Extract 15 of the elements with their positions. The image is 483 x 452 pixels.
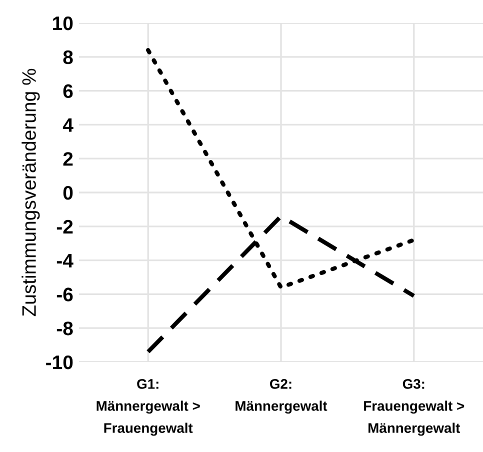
y-tick-label: 4 <box>62 118 74 132</box>
y-tick-label: 6 <box>63 84 73 98</box>
x-tick-label: G3: Frauengewalt > Männergewalt <box>364 379 464 436</box>
y-tick-label: 2 <box>63 152 73 166</box>
y-tick-label: 0 <box>63 186 73 200</box>
y-axis-title: Zustimmungsveränderung % <box>22 68 40 316</box>
y-tick-label: -4 <box>56 254 74 268</box>
y-tick-label: -10 <box>46 355 73 370</box>
x-tick-label: G1: Männergewalt > Frauengewalt <box>96 379 200 436</box>
y-tick-label: -8 <box>56 322 73 336</box>
y-tick-label: -6 <box>56 288 73 302</box>
y-tick-label: 10 <box>53 16 73 30</box>
y-tick-label: 8 <box>63 50 73 64</box>
y-tick-label: -2 <box>56 220 73 234</box>
x-tick-label: G2: Männergewalt <box>236 379 328 414</box>
